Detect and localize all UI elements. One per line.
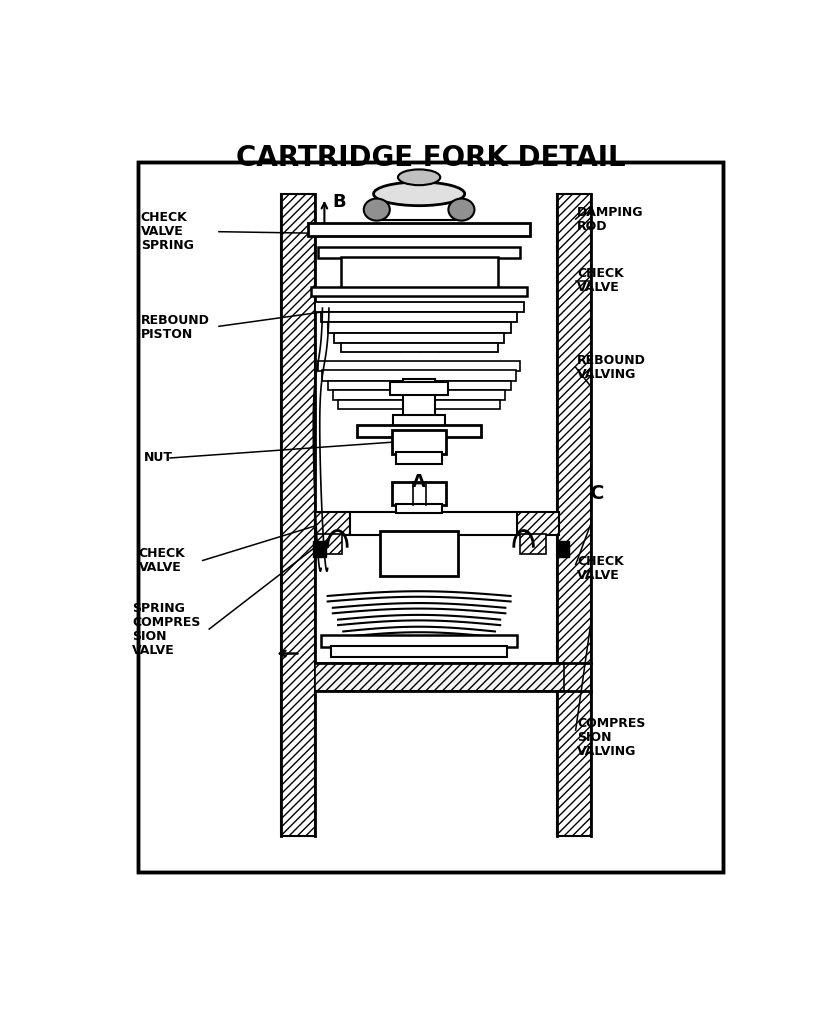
Bar bbox=[315, 302, 523, 312]
Bar bbox=[281, 194, 315, 837]
Bar bbox=[350, 512, 517, 536]
Bar bbox=[321, 635, 517, 647]
Bar bbox=[396, 453, 442, 464]
Bar bbox=[383, 203, 455, 220]
Ellipse shape bbox=[449, 199, 475, 220]
Bar bbox=[393, 416, 445, 426]
Bar bbox=[328, 381, 511, 390]
Text: A: A bbox=[412, 473, 426, 490]
Bar bbox=[390, 382, 449, 395]
Bar bbox=[380, 530, 458, 577]
Bar bbox=[338, 399, 500, 410]
Bar bbox=[333, 390, 506, 399]
Bar bbox=[391, 481, 446, 505]
Bar bbox=[520, 535, 546, 554]
Text: CHECK
VALVE: CHECK VALVE bbox=[139, 547, 186, 574]
Bar bbox=[357, 425, 481, 436]
Text: CARTRIDGE FORK DETAIL: CARTRIDGE FORK DETAIL bbox=[236, 144, 625, 172]
Bar bbox=[318, 361, 520, 372]
Bar bbox=[312, 287, 527, 296]
Bar bbox=[315, 663, 564, 690]
Bar bbox=[308, 223, 530, 236]
Text: CHECK
VALVE: CHECK VALVE bbox=[577, 555, 624, 582]
Bar bbox=[558, 541, 570, 556]
Text: NUT: NUT bbox=[144, 452, 173, 465]
Bar bbox=[313, 541, 327, 556]
Text: DAMPING
ROD: DAMPING ROD bbox=[577, 206, 643, 232]
Bar bbox=[331, 646, 507, 656]
Text: CHECK
VALVE
SPRING: CHECK VALVE SPRING bbox=[141, 211, 194, 252]
Text: REBOUND
PISTON: REBOUND PISTON bbox=[141, 314, 210, 341]
Bar bbox=[315, 512, 350, 536]
Ellipse shape bbox=[374, 182, 465, 206]
Ellipse shape bbox=[364, 199, 390, 220]
Text: REBOUND
VALVING: REBOUND VALVING bbox=[577, 354, 646, 381]
Bar bbox=[321, 312, 517, 323]
Text: SPRING
COMPRES
SION
VALVE: SPRING COMPRES SION VALVE bbox=[133, 601, 201, 656]
Bar bbox=[318, 248, 520, 258]
Bar bbox=[396, 504, 442, 513]
Bar bbox=[334, 334, 504, 343]
Bar bbox=[403, 379, 435, 426]
Bar bbox=[316, 535, 342, 554]
Bar bbox=[323, 371, 516, 381]
Bar bbox=[558, 194, 591, 837]
Bar bbox=[391, 430, 446, 454]
Ellipse shape bbox=[398, 169, 440, 185]
Bar bbox=[517, 512, 559, 536]
Text: COMPRES
SION
VALVING: COMPRES SION VALVING bbox=[577, 718, 645, 759]
Bar bbox=[341, 257, 497, 289]
Text: C: C bbox=[590, 484, 604, 503]
Bar bbox=[341, 343, 497, 352]
Bar bbox=[328, 323, 511, 333]
Text: B: B bbox=[333, 193, 346, 211]
Text: CHECK
VALVE: CHECK VALVE bbox=[577, 267, 624, 294]
